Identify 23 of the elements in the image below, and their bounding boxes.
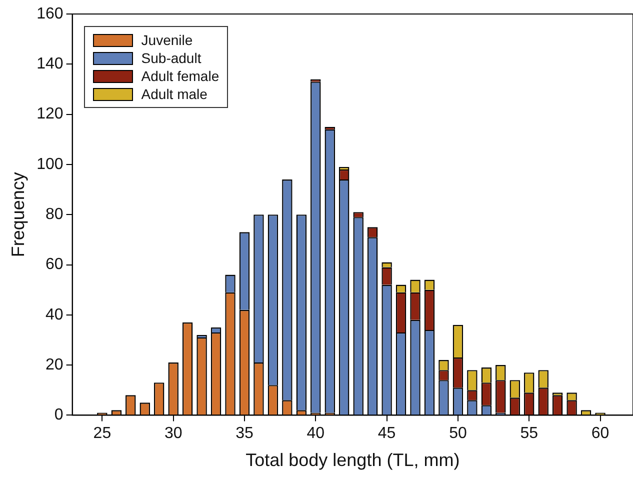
y-tick-label: 80 <box>46 206 64 224</box>
legend-label: Juvenile <box>141 32 193 48</box>
x-tick-label: 50 <box>449 425 467 442</box>
legend-label: Sub-adult <box>141 50 202 66</box>
legend-label: Adult male <box>141 86 208 102</box>
y-tick-label: 160 <box>36 5 64 22</box>
x-tick-label: 35 <box>236 425 254 442</box>
x-tick-label: 40 <box>306 425 325 442</box>
y-tick-label: 60 <box>46 256 64 274</box>
x-axis-title: Total body length (TL, mm) <box>246 450 460 470</box>
y-tick-label: 20 <box>46 356 64 374</box>
y-axis-title: Frequency <box>8 172 28 258</box>
x-tick-label: 30 <box>164 425 182 442</box>
x-tick-label: 55 <box>520 425 538 442</box>
y-tick-label: 140 <box>36 56 64 73</box>
x-tick-label: 25 <box>93 425 112 442</box>
y-tick-label: 40 <box>46 306 64 324</box>
y-tick-label: 0 <box>54 406 64 424</box>
x-tick-label: 60 <box>591 425 610 442</box>
legend-label: Adult female <box>141 68 220 84</box>
y-tick-label: 100 <box>36 156 64 173</box>
y-tick-label: 120 <box>36 106 64 123</box>
x-tick-label: 45 <box>378 425 396 442</box>
